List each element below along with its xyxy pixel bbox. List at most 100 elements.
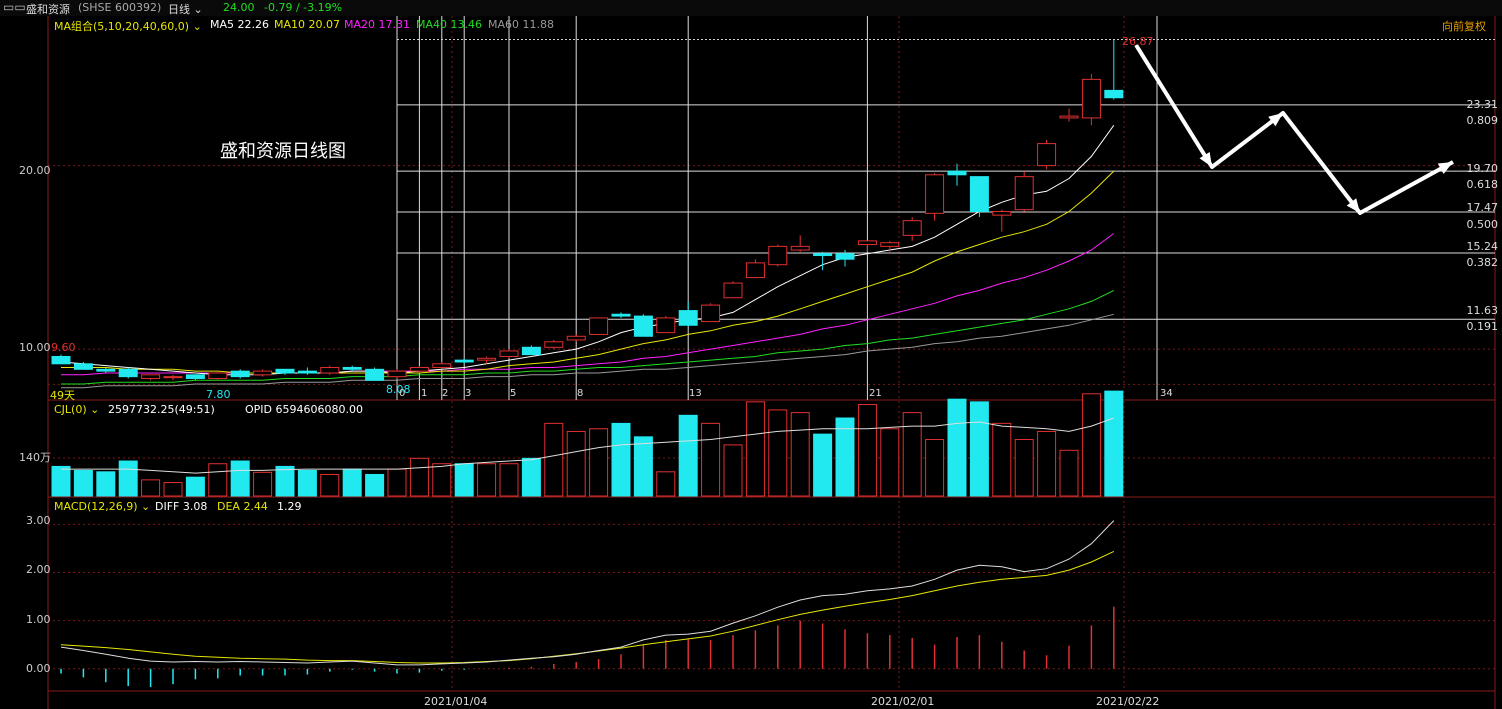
candle-body bbox=[432, 363, 452, 368]
ma-legend-label[interactable]: MA组合(5,10,20,40,60,0) ⌄ bbox=[54, 20, 202, 33]
volume-bar bbox=[835, 417, 855, 497]
candle-body bbox=[73, 363, 93, 370]
left-price-label: 9.60 bbox=[51, 341, 76, 354]
fib-price-0618: 19.70 bbox=[1466, 162, 1499, 175]
cycle-mark-21: 21 bbox=[869, 388, 882, 399]
period-selector[interactable]: 日线 ⌄ bbox=[168, 1, 203, 17]
candle-body bbox=[880, 242, 900, 247]
volume-bar bbox=[723, 444, 743, 497]
cycle-mark-3: 3 bbox=[465, 388, 472, 399]
chevron-down-icon: ⌄ bbox=[190, 3, 203, 16]
volume-bar bbox=[432, 463, 452, 497]
macd-label: MACD(12,26,9) bbox=[54, 500, 138, 513]
macd-indicator-label[interactable]: MACD(12,26,9) ⌄ bbox=[54, 500, 151, 513]
projection-path bbox=[1134, 43, 1454, 215]
volume-bar bbox=[51, 465, 71, 497]
candle-body bbox=[566, 335, 586, 341]
ma20-value: 17.31 bbox=[378, 18, 411, 31]
volume-tick: 140万 bbox=[19, 451, 51, 464]
fib-price-0500: 17.47 bbox=[1466, 201, 1499, 214]
ma5-legend: MA5 22.26 bbox=[210, 18, 270, 31]
candle-body bbox=[454, 359, 474, 363]
ma-combo-label: MA组合(5,10,20,40,60,0) bbox=[54, 20, 190, 33]
fib-price-0809: 23.31 bbox=[1466, 98, 1499, 111]
volume-bar bbox=[275, 465, 295, 497]
candle-body bbox=[813, 253, 833, 257]
price-tick-20: 20.00 bbox=[19, 164, 51, 177]
volume-bar bbox=[1014, 439, 1034, 497]
date-label-0201: 2021/02/01 bbox=[871, 695, 935, 708]
period-label: 日线 bbox=[168, 3, 190, 16]
candle-body bbox=[1104, 89, 1124, 99]
cycle-mark-5: 5 bbox=[510, 388, 517, 399]
fib-ratio-0191: 0.191 bbox=[1466, 320, 1499, 333]
ma60-legend: MA60 11.88 bbox=[488, 18, 555, 31]
volume-bar bbox=[589, 428, 609, 497]
diff-line bbox=[60, 520, 1115, 666]
volume-bar bbox=[768, 409, 788, 497]
volume-bar bbox=[880, 428, 900, 497]
volume-bar bbox=[544, 422, 564, 497]
candle-body bbox=[902, 220, 922, 236]
candle-body bbox=[521, 346, 541, 356]
candle-body bbox=[835, 253, 855, 260]
volume-bar bbox=[163, 482, 183, 497]
diff-value: DIFF 3.08 bbox=[155, 500, 208, 513]
volume-bar bbox=[96, 471, 116, 497]
ma40-legend: MA40 13.46 bbox=[416, 18, 483, 31]
adjust-mode[interactable]: 向前复权 bbox=[1442, 20, 1486, 33]
candle-body bbox=[297, 370, 317, 374]
cycle-mark-13: 13 bbox=[689, 388, 702, 399]
days-label: 49天 bbox=[50, 389, 75, 402]
candle-body bbox=[477, 357, 497, 361]
ma10-legend: MA10 20.07 bbox=[274, 18, 341, 31]
fib-ratio-0809: 0.809 bbox=[1466, 114, 1499, 127]
cjl-label: CJL(0) bbox=[54, 403, 87, 416]
volume-bar bbox=[745, 401, 765, 497]
candle-body bbox=[768, 245, 788, 266]
candle-body bbox=[51, 355, 71, 365]
high-price-label: 26.87 bbox=[1122, 35, 1154, 48]
fib-price-0382: 15.24 bbox=[1466, 240, 1499, 253]
volume-bar bbox=[118, 460, 138, 497]
projection-arrow-head bbox=[1437, 162, 1453, 174]
volume-bar bbox=[925, 439, 945, 497]
window-dual-square-icon[interactable]: ▭▭ bbox=[3, 0, 26, 14]
date-label-0104: 2021/01/04 bbox=[424, 695, 488, 708]
cycle-mark-2: 2 bbox=[442, 388, 449, 399]
candle-body bbox=[253, 370, 273, 376]
ma60-line bbox=[61, 313, 1114, 389]
date-label-0222: 2021/02/22 bbox=[1096, 695, 1160, 708]
low-price-label: 7.80 bbox=[206, 388, 231, 401]
candle-body bbox=[163, 376, 183, 379]
chart-title: 盛和资源日线图 bbox=[220, 141, 346, 162]
pivot-price-label: 8.08 bbox=[386, 383, 411, 396]
volume-bar bbox=[1081, 393, 1101, 497]
volume-bar bbox=[678, 414, 698, 497]
projection-arrow-head bbox=[1199, 151, 1212, 167]
candle-body bbox=[925, 174, 945, 214]
ma20-line bbox=[61, 233, 1115, 376]
candle-body bbox=[96, 368, 116, 372]
candle-body bbox=[678, 310, 698, 326]
candle-body bbox=[208, 372, 228, 379]
volume-bar bbox=[342, 468, 362, 497]
volume-bar bbox=[790, 412, 810, 497]
cycle-mark-1: 1 bbox=[421, 388, 428, 399]
candle-body bbox=[589, 317, 609, 335]
candle-body bbox=[275, 368, 295, 374]
volume-bar bbox=[857, 404, 877, 497]
volume-bar bbox=[141, 479, 161, 497]
stock-code: (SHSE 600392) bbox=[78, 1, 162, 14]
volume-indicator-label[interactable]: CJL(0) ⌄ bbox=[54, 403, 100, 416]
projection-arrow-head bbox=[1346, 198, 1360, 213]
volume-bar bbox=[409, 457, 429, 497]
candle-body bbox=[611, 313, 631, 317]
volume-bar bbox=[297, 469, 317, 497]
volume-bar bbox=[365, 473, 385, 497]
macd-tick-1: 1.00 bbox=[26, 613, 51, 626]
volume-bar bbox=[656, 471, 676, 497]
volume-bar bbox=[969, 401, 989, 497]
ma10-value: 20.07 bbox=[308, 18, 341, 31]
